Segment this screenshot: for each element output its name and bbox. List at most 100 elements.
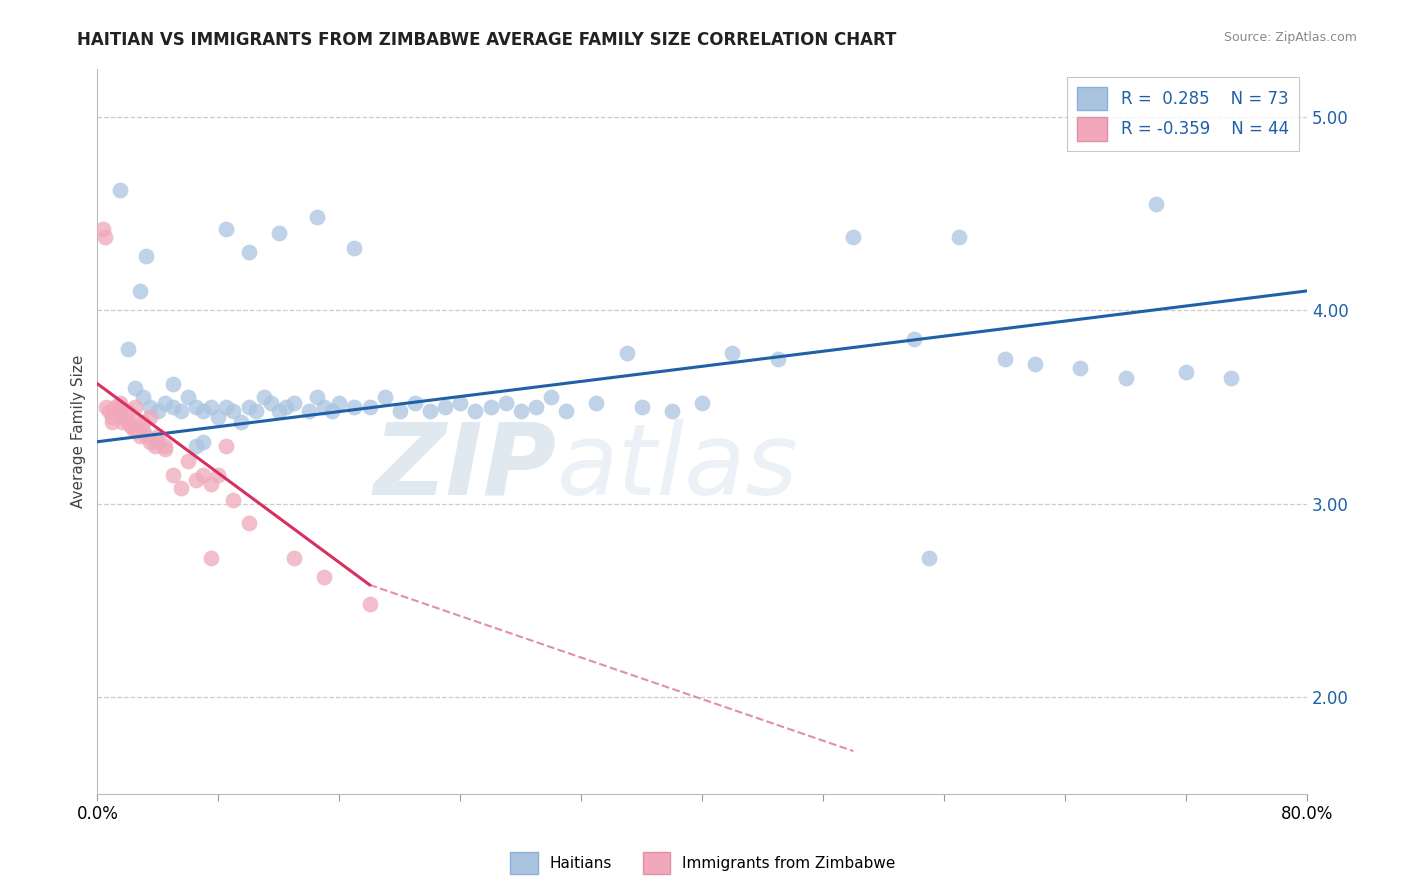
Point (94, 229, 117, 244)
Point (994, 351, 1017, 366)
Point (343, 400, 366, 414)
Point (146, 429, 169, 443)
Point (314, 570, 336, 584)
Point (110, 416, 132, 430)
Point (449, 396, 471, 410)
Point (108, 183, 131, 197)
Point (721, 345, 744, 359)
Point (117, 404, 139, 418)
Text: ZIP: ZIP (374, 419, 557, 516)
Point (524, 400, 547, 414)
Point (155, 439, 177, 453)
Point (1175, 365, 1198, 379)
Point (1220, 371, 1243, 385)
Point (314, 400, 336, 414)
Point (108, 400, 131, 414)
Point (107, 404, 129, 418)
Point (177, 454, 200, 468)
Point (388, 404, 411, 418)
Point (215, 222, 238, 236)
Point (918, 550, 941, 565)
Point (464, 404, 486, 418)
Point (124, 381, 146, 395)
Point (267, 404, 290, 418)
Point (101, 416, 124, 430)
Point (146, 404, 169, 418)
Point (108, 396, 131, 410)
Point (193, 404, 215, 418)
Point (117, 342, 139, 356)
Point (132, 423, 155, 437)
Point (1069, 361, 1091, 376)
Point (120, 419, 142, 434)
Point (555, 404, 578, 418)
Point (146, 434, 169, 449)
Point (404, 396, 426, 410)
Point (616, 345, 638, 359)
Point (661, 404, 683, 418)
Point (215, 400, 238, 414)
Point (132, 390, 155, 404)
Text: Source: ZipAtlas.com: Source: ZipAtlas.com (1223, 31, 1357, 45)
Point (948, 229, 970, 244)
Point (120, 419, 142, 434)
Point (207, 409, 229, 424)
Point (215, 439, 238, 453)
Point (359, 400, 381, 414)
Point (419, 404, 441, 418)
Point (540, 390, 562, 404)
Point (200, 400, 222, 414)
Point (238, 516, 260, 530)
Point (283, 550, 305, 565)
Point (135, 429, 157, 443)
Point (298, 404, 321, 418)
Point (222, 492, 245, 507)
Point (184, 474, 207, 488)
Legend: Haitians, Immigrants from Zimbabwe: Haitians, Immigrants from Zimbabwe (503, 846, 903, 880)
Point (162, 400, 184, 414)
Point (434, 400, 457, 414)
Point (1024, 358, 1046, 372)
Point (139, 434, 162, 449)
Point (114, 409, 136, 424)
Point (585, 396, 607, 410)
Y-axis label: Average Family Size: Average Family Size (72, 354, 86, 508)
Point (177, 390, 200, 404)
Point (253, 390, 276, 404)
Point (305, 211, 328, 225)
Point (328, 396, 350, 410)
Point (245, 404, 267, 418)
Point (193, 467, 215, 482)
Point (343, 241, 366, 255)
Legend: R =  0.285    N = 73, R = -0.359    N = 44: R = 0.285 N = 73, R = -0.359 N = 44 (1067, 77, 1299, 151)
Point (132, 416, 155, 430)
Point (479, 400, 502, 414)
Point (495, 396, 517, 410)
Point (207, 467, 229, 482)
Point (117, 416, 139, 430)
Point (101, 409, 124, 424)
Point (155, 396, 177, 410)
Point (1115, 371, 1137, 385)
Point (135, 249, 157, 263)
Text: atlas: atlas (557, 419, 799, 516)
Point (509, 404, 531, 418)
Point (139, 409, 162, 424)
Point (842, 229, 865, 244)
Point (96, 400, 118, 414)
Point (630, 400, 652, 414)
Point (162, 376, 184, 391)
Point (139, 400, 162, 414)
Point (184, 400, 207, 414)
Point (162, 467, 184, 482)
Point (155, 442, 177, 457)
Point (128, 284, 150, 298)
Point (321, 404, 343, 418)
Point (359, 597, 381, 611)
Point (98, 404, 121, 418)
Point (93, 222, 115, 236)
Point (222, 404, 245, 418)
Point (128, 429, 150, 443)
Point (125, 423, 148, 437)
Point (267, 226, 290, 240)
